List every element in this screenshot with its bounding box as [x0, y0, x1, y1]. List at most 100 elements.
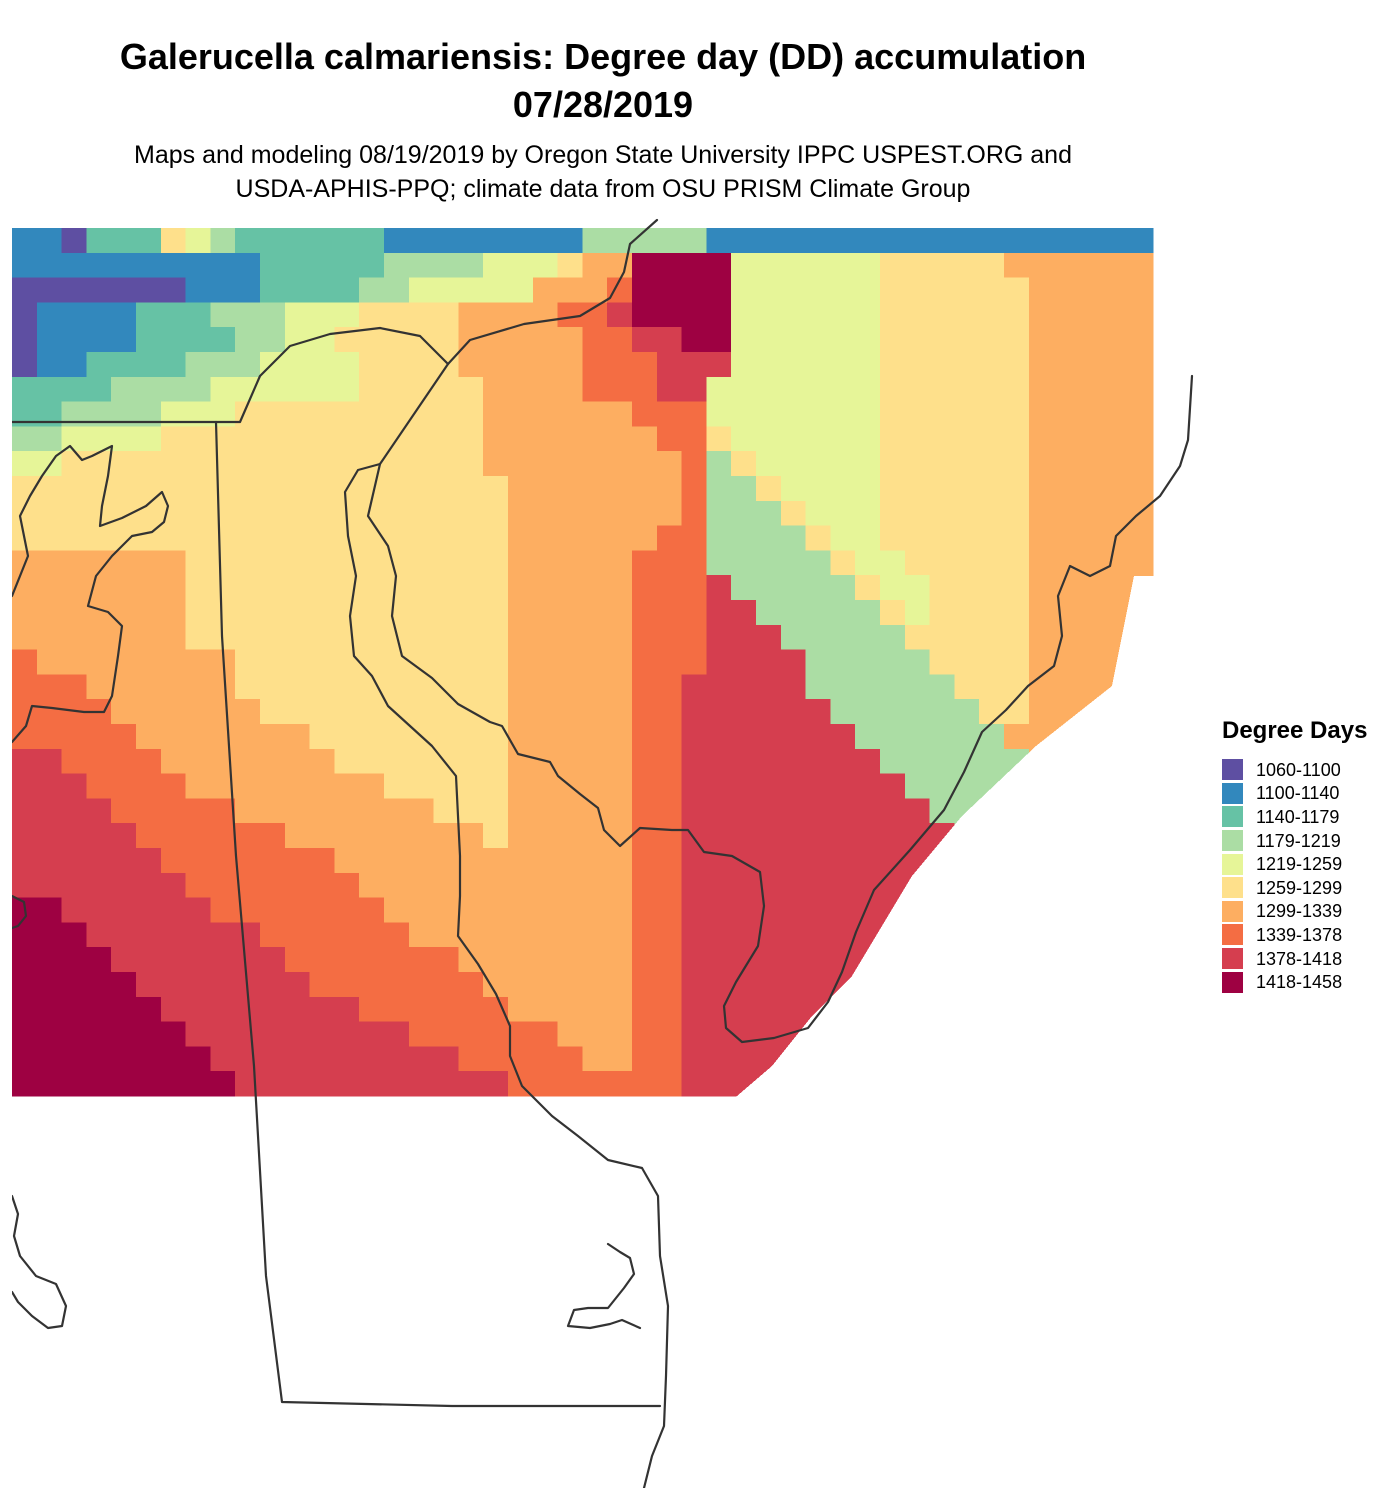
- raster-cell: [284, 451, 311, 477]
- raster-cell: [582, 624, 608, 651]
- raster-cell: [607, 922, 633, 948]
- legend-label: 1378-1418: [1256, 948, 1343, 969]
- raster-cell: [532, 996, 559, 1023]
- raster-cell: [1028, 476, 1055, 502]
- raster-cell: [36, 550, 63, 576]
- legend-swatch: [1222, 948, 1243, 970]
- raster-cell: [36, 649, 63, 675]
- raster-cell: [61, 1021, 87, 1047]
- raster-cell: [483, 649, 509, 675]
- raster-cell: [656, 848, 683, 874]
- raster-cell: [904, 699, 931, 725]
- raster-cell: [36, 996, 63, 1023]
- raster-cell: [1004, 327, 1030, 353]
- raster-cell: [61, 500, 87, 527]
- raster-cell: [880, 327, 906, 353]
- raster-cell: [359, 823, 385, 849]
- raster-cell: [284, 302, 311, 328]
- raster-cell: [532, 848, 559, 874]
- raster-cell: [185, 252, 211, 279]
- raster-cell: [185, 228, 211, 254]
- raster-cell: [111, 376, 137, 403]
- raster-cell: [1053, 550, 1079, 576]
- raster-cell: [185, 1046, 211, 1072]
- raster-cell: [1078, 376, 1104, 403]
- raster-cell: [1053, 352, 1079, 378]
- raster-cell: [210, 972, 236, 998]
- raster-cell: [756, 451, 782, 477]
- raster-cell: [260, 674, 286, 700]
- raster-cell: [780, 724, 807, 750]
- raster-cell: [185, 1021, 211, 1047]
- raster-cell: [359, 376, 385, 403]
- raster-cell: [855, 575, 881, 601]
- raster-cell: [160, 451, 187, 477]
- raster-cell: [756, 476, 782, 502]
- raster-cell: [582, 451, 608, 477]
- raster-cell: [185, 476, 211, 502]
- raster-cell: [731, 848, 757, 874]
- raster-cell: [557, 426, 583, 452]
- raster-cell: [284, 823, 311, 849]
- raster-cell: [508, 748, 534, 775]
- raster-cell: [458, 277, 484, 303]
- raster-cell: [1004, 426, 1030, 452]
- raster-cell: [12, 302, 38, 328]
- raster-cell: [607, 624, 633, 651]
- raster-cell: [384, 451, 410, 477]
- raster-cell: [61, 624, 87, 651]
- west-state-border: [214, 420, 662, 1408]
- raster-cell: [483, 624, 509, 651]
- raster-cell: [359, 897, 385, 923]
- raster-cell: [61, 228, 87, 254]
- raster-cell: [656, 228, 683, 254]
- raster-cell: [532, 1021, 559, 1047]
- raster-cell: [235, 649, 261, 675]
- raster-cell: [61, 401, 87, 427]
- raster-cell: [235, 550, 261, 576]
- raster-cell: [408, 451, 435, 477]
- raster-cell: [1128, 525, 1154, 551]
- raster-cell: [979, 649, 1005, 675]
- raster-cell: [681, 674, 707, 700]
- raster-cell: [458, 649, 484, 675]
- raster-cell: [408, 302, 435, 328]
- raster-cell: [929, 500, 955, 527]
- raster-cell: [111, 525, 137, 551]
- raster-cell: [160, 575, 187, 601]
- raster-cell: [508, 724, 534, 750]
- raster-cell: [681, 649, 707, 675]
- raster-cell: [582, 1071, 608, 1097]
- raster-cell: [1078, 426, 1104, 452]
- raster-cell: [433, 922, 459, 948]
- raster-cell: [855, 624, 881, 651]
- raster-cell: [731, 327, 757, 353]
- raster-cell: [284, 798, 311, 824]
- raster-cell: [1004, 724, 1030, 750]
- raster-cell: [86, 823, 112, 849]
- raster-cell: [483, 823, 509, 849]
- raster-cell: [185, 500, 211, 527]
- raster-cell: [210, 872, 236, 899]
- raster-cell: [160, 996, 187, 1023]
- raster-cell: [61, 996, 87, 1023]
- raster-cell: [359, 575, 385, 601]
- raster-cell: [433, 1046, 459, 1072]
- raster-cell: [830, 724, 856, 750]
- raster-cell: [433, 1071, 459, 1097]
- raster-cell: [185, 798, 211, 824]
- raster-cell: [731, 401, 757, 427]
- raster-cell: [756, 649, 782, 675]
- raster-cell: [805, 228, 831, 254]
- raster-cell: [284, 748, 311, 775]
- raster-cell: [855, 773, 881, 799]
- raster-cell: [632, 624, 658, 651]
- raster-cell: [111, 972, 137, 998]
- raster-cell: [1053, 624, 1079, 651]
- raster-cell: [12, 823, 38, 849]
- raster-cell: [954, 525, 980, 551]
- raster-cell: [260, 748, 286, 775]
- raster-cell: [805, 376, 831, 403]
- raster-cell: [334, 352, 360, 378]
- raster-cell: [706, 897, 732, 923]
